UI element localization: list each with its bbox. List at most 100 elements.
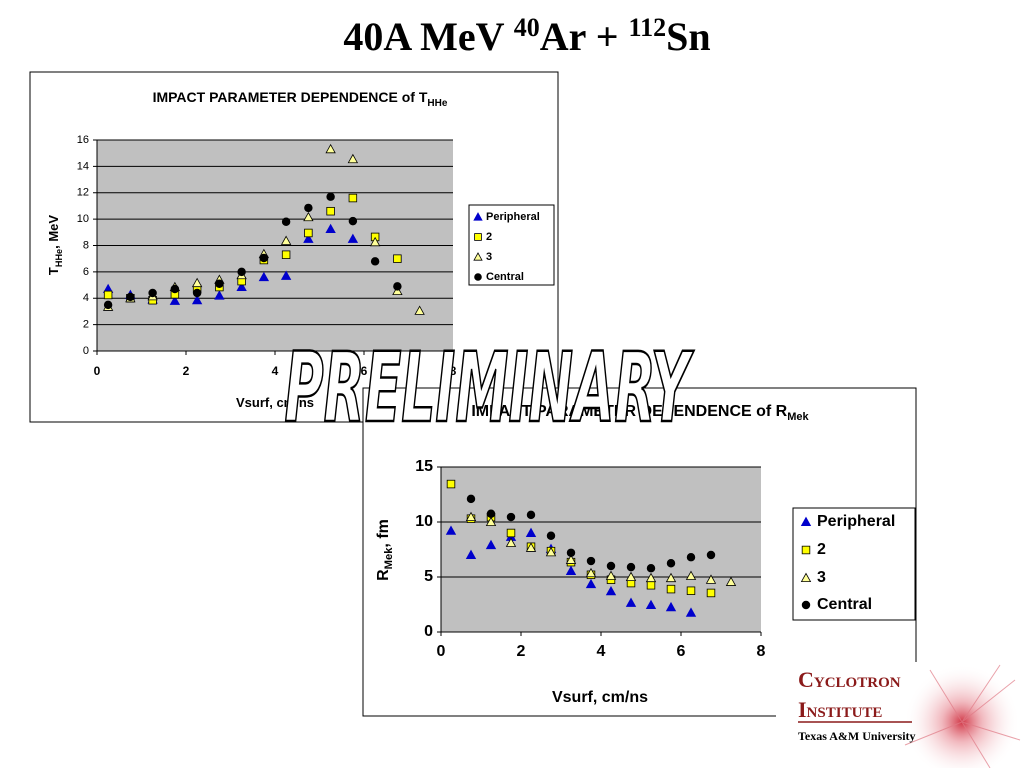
y-label-sub: HHe (54, 249, 64, 267)
title-sup: 112 (629, 13, 667, 42)
point (348, 216, 358, 226)
slide-title: 40A MeV 40Ar + 112Sn (343, 13, 710, 59)
y-tick-label: 5 (424, 568, 433, 585)
title-part: Ar + (540, 14, 629, 59)
title-part: Sn (666, 14, 711, 59)
legend-marker (801, 545, 811, 555)
point (237, 267, 246, 277)
point (625, 571, 637, 581)
legend-label: Peripheral (817, 513, 895, 530)
y-tick-label: 15 (415, 458, 433, 475)
point (393, 254, 402, 263)
point (686, 586, 696, 595)
chart: IMPACT PARAMETER DEPENDENCE of THHe02468… (29, 71, 559, 423)
point (370, 257, 380, 266)
point (280, 270, 292, 280)
point (565, 554, 577, 564)
point (585, 578, 597, 589)
point (347, 153, 359, 164)
y-label-unit: , fm (375, 519, 392, 547)
point (326, 192, 335, 201)
point (645, 599, 657, 610)
point (586, 556, 596, 566)
point (546, 531, 556, 540)
point (646, 563, 656, 573)
logo-rays (904, 664, 1021, 768)
point (625, 597, 637, 607)
point (214, 290, 225, 300)
point (526, 510, 536, 520)
point (326, 206, 335, 216)
y-axis-label: RMek, fm (375, 519, 395, 581)
point (486, 509, 496, 518)
y-tick-label: 10 (415, 513, 433, 530)
y-tick-label: 12 (77, 187, 89, 199)
point (645, 572, 657, 583)
y-tick-label: 2 (83, 319, 89, 331)
chart-title: IMPACT PARAMETER DEPENDENCE of RMek (471, 403, 809, 423)
y-label-main: T (46, 267, 61, 275)
point (103, 300, 113, 310)
legend-label: 2 (486, 231, 492, 243)
point (280, 235, 292, 245)
point (170, 284, 180, 294)
point (666, 559, 676, 568)
point (191, 277, 203, 288)
y-tick-label: 0 (424, 623, 433, 640)
point (393, 282, 402, 291)
plot-area (441, 467, 761, 632)
title-sup: 40 (514, 13, 540, 42)
title-main: IMPACT PARAMETER DEPENDENCE of T (153, 89, 428, 105)
logo-line2: Institute (798, 697, 882, 722)
point (706, 550, 716, 560)
legend-label: Central (817, 596, 872, 613)
point (192, 288, 202, 298)
legend-marker (800, 516, 812, 526)
y-tick-label: 4 (83, 292, 89, 304)
x-axis-label: Vsurf, cm/ns (236, 395, 314, 410)
point (369, 236, 381, 247)
point (466, 494, 476, 504)
y-label-main: R (375, 569, 392, 581)
point (303, 233, 314, 243)
point (646, 581, 656, 590)
legend-label: Central (486, 271, 524, 283)
point (665, 572, 677, 583)
x-tick-label: 4 (597, 643, 606, 660)
legend-label: 3 (486, 251, 492, 263)
chart-title: IMPACT PARAMETER DEPENDENCE of THHe (153, 89, 448, 109)
point (303, 211, 314, 222)
title-main: IMPACT PARAMETER DEPENDENCE of R (471, 403, 787, 420)
legend-label: 3 (817, 569, 826, 586)
x-tick-label: 8 (757, 643, 766, 660)
y-tick-label: 8 (83, 239, 89, 251)
point (191, 294, 203, 305)
point (506, 528, 516, 538)
legend-marker (473, 212, 483, 221)
y-tick-label: 14 (77, 160, 89, 172)
y-tick-label: 0 (83, 345, 89, 357)
logo-line3: Texas A&M University (798, 729, 916, 743)
point (348, 193, 358, 203)
legend-marker (801, 600, 811, 610)
point (666, 584, 676, 594)
y-label-sub: Mek (383, 547, 395, 570)
y-tick-label: 10 (77, 213, 89, 225)
point (215, 279, 224, 288)
point (605, 570, 617, 580)
x-tick-label: 4 (272, 364, 279, 378)
point (325, 223, 336, 234)
y-label-unit: , MeV (46, 215, 61, 249)
y-tick-label: 6 (83, 266, 89, 278)
title-sub: Mek (787, 411, 809, 423)
logo-line1: Cyclotron (798, 667, 901, 692)
point (304, 203, 313, 213)
point (665, 601, 677, 612)
watermark: PRELIMINARY (285, 332, 695, 444)
point (281, 217, 291, 226)
x-tick-label: 2 (517, 643, 526, 660)
point (281, 250, 291, 259)
logo-burst (904, 664, 1020, 768)
point (525, 527, 537, 537)
